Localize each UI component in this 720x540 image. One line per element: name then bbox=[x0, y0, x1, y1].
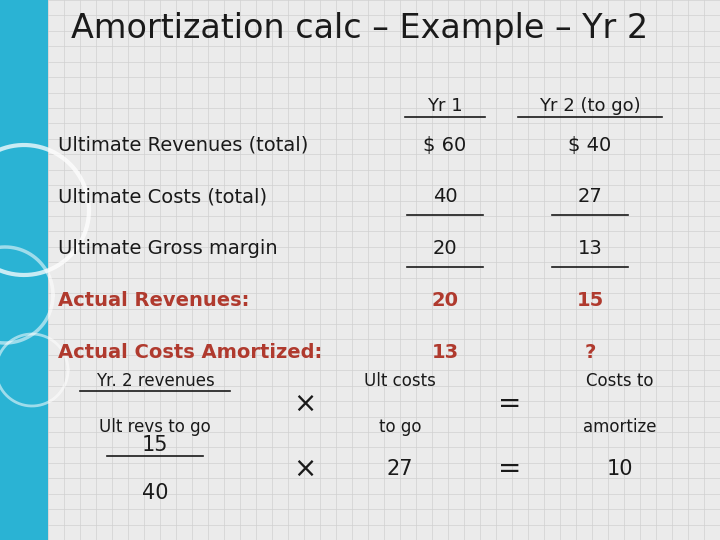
Text: Ult revs to go: Ult revs to go bbox=[99, 418, 211, 436]
Text: to go: to go bbox=[379, 418, 421, 436]
Text: Costs to: Costs to bbox=[586, 372, 654, 390]
Text: Yr 2 (to go): Yr 2 (to go) bbox=[539, 97, 641, 115]
Text: Ult costs: Ult costs bbox=[364, 372, 436, 390]
Text: Ultimate Gross margin: Ultimate Gross margin bbox=[58, 240, 278, 259]
Text: Yr 1: Yr 1 bbox=[427, 97, 463, 115]
Text: $ 40: $ 40 bbox=[568, 136, 611, 154]
Text: 10: 10 bbox=[607, 459, 634, 479]
Bar bbox=[0, 0, 48, 540]
Text: $ 60: $ 60 bbox=[423, 136, 467, 154]
Text: Actual Costs Amortized:: Actual Costs Amortized: bbox=[58, 343, 323, 362]
Text: ×: × bbox=[293, 455, 317, 483]
Text: =: = bbox=[498, 455, 522, 483]
Text: amortize: amortize bbox=[583, 418, 657, 436]
Text: Yr. 2 revenues: Yr. 2 revenues bbox=[96, 372, 215, 390]
Text: 15: 15 bbox=[577, 292, 603, 310]
Text: Amortization calc – Example – Yr 2: Amortization calc – Example – Yr 2 bbox=[71, 12, 649, 45]
Text: 40: 40 bbox=[142, 483, 168, 503]
Text: 27: 27 bbox=[387, 459, 413, 479]
Text: 27: 27 bbox=[577, 187, 603, 206]
Text: Ultimate Costs (total): Ultimate Costs (total) bbox=[58, 187, 267, 206]
Text: 15: 15 bbox=[142, 435, 168, 455]
Text: =: = bbox=[498, 390, 522, 418]
Text: Actual Revenues:: Actual Revenues: bbox=[58, 292, 249, 310]
Text: 13: 13 bbox=[431, 343, 459, 362]
Text: 40: 40 bbox=[433, 187, 457, 206]
Text: Ultimate Revenues (total): Ultimate Revenues (total) bbox=[58, 136, 308, 154]
Text: 13: 13 bbox=[577, 240, 603, 259]
Text: ?: ? bbox=[585, 343, 595, 362]
Text: 20: 20 bbox=[433, 240, 457, 259]
Text: ×: × bbox=[293, 390, 317, 418]
Text: 20: 20 bbox=[431, 292, 459, 310]
